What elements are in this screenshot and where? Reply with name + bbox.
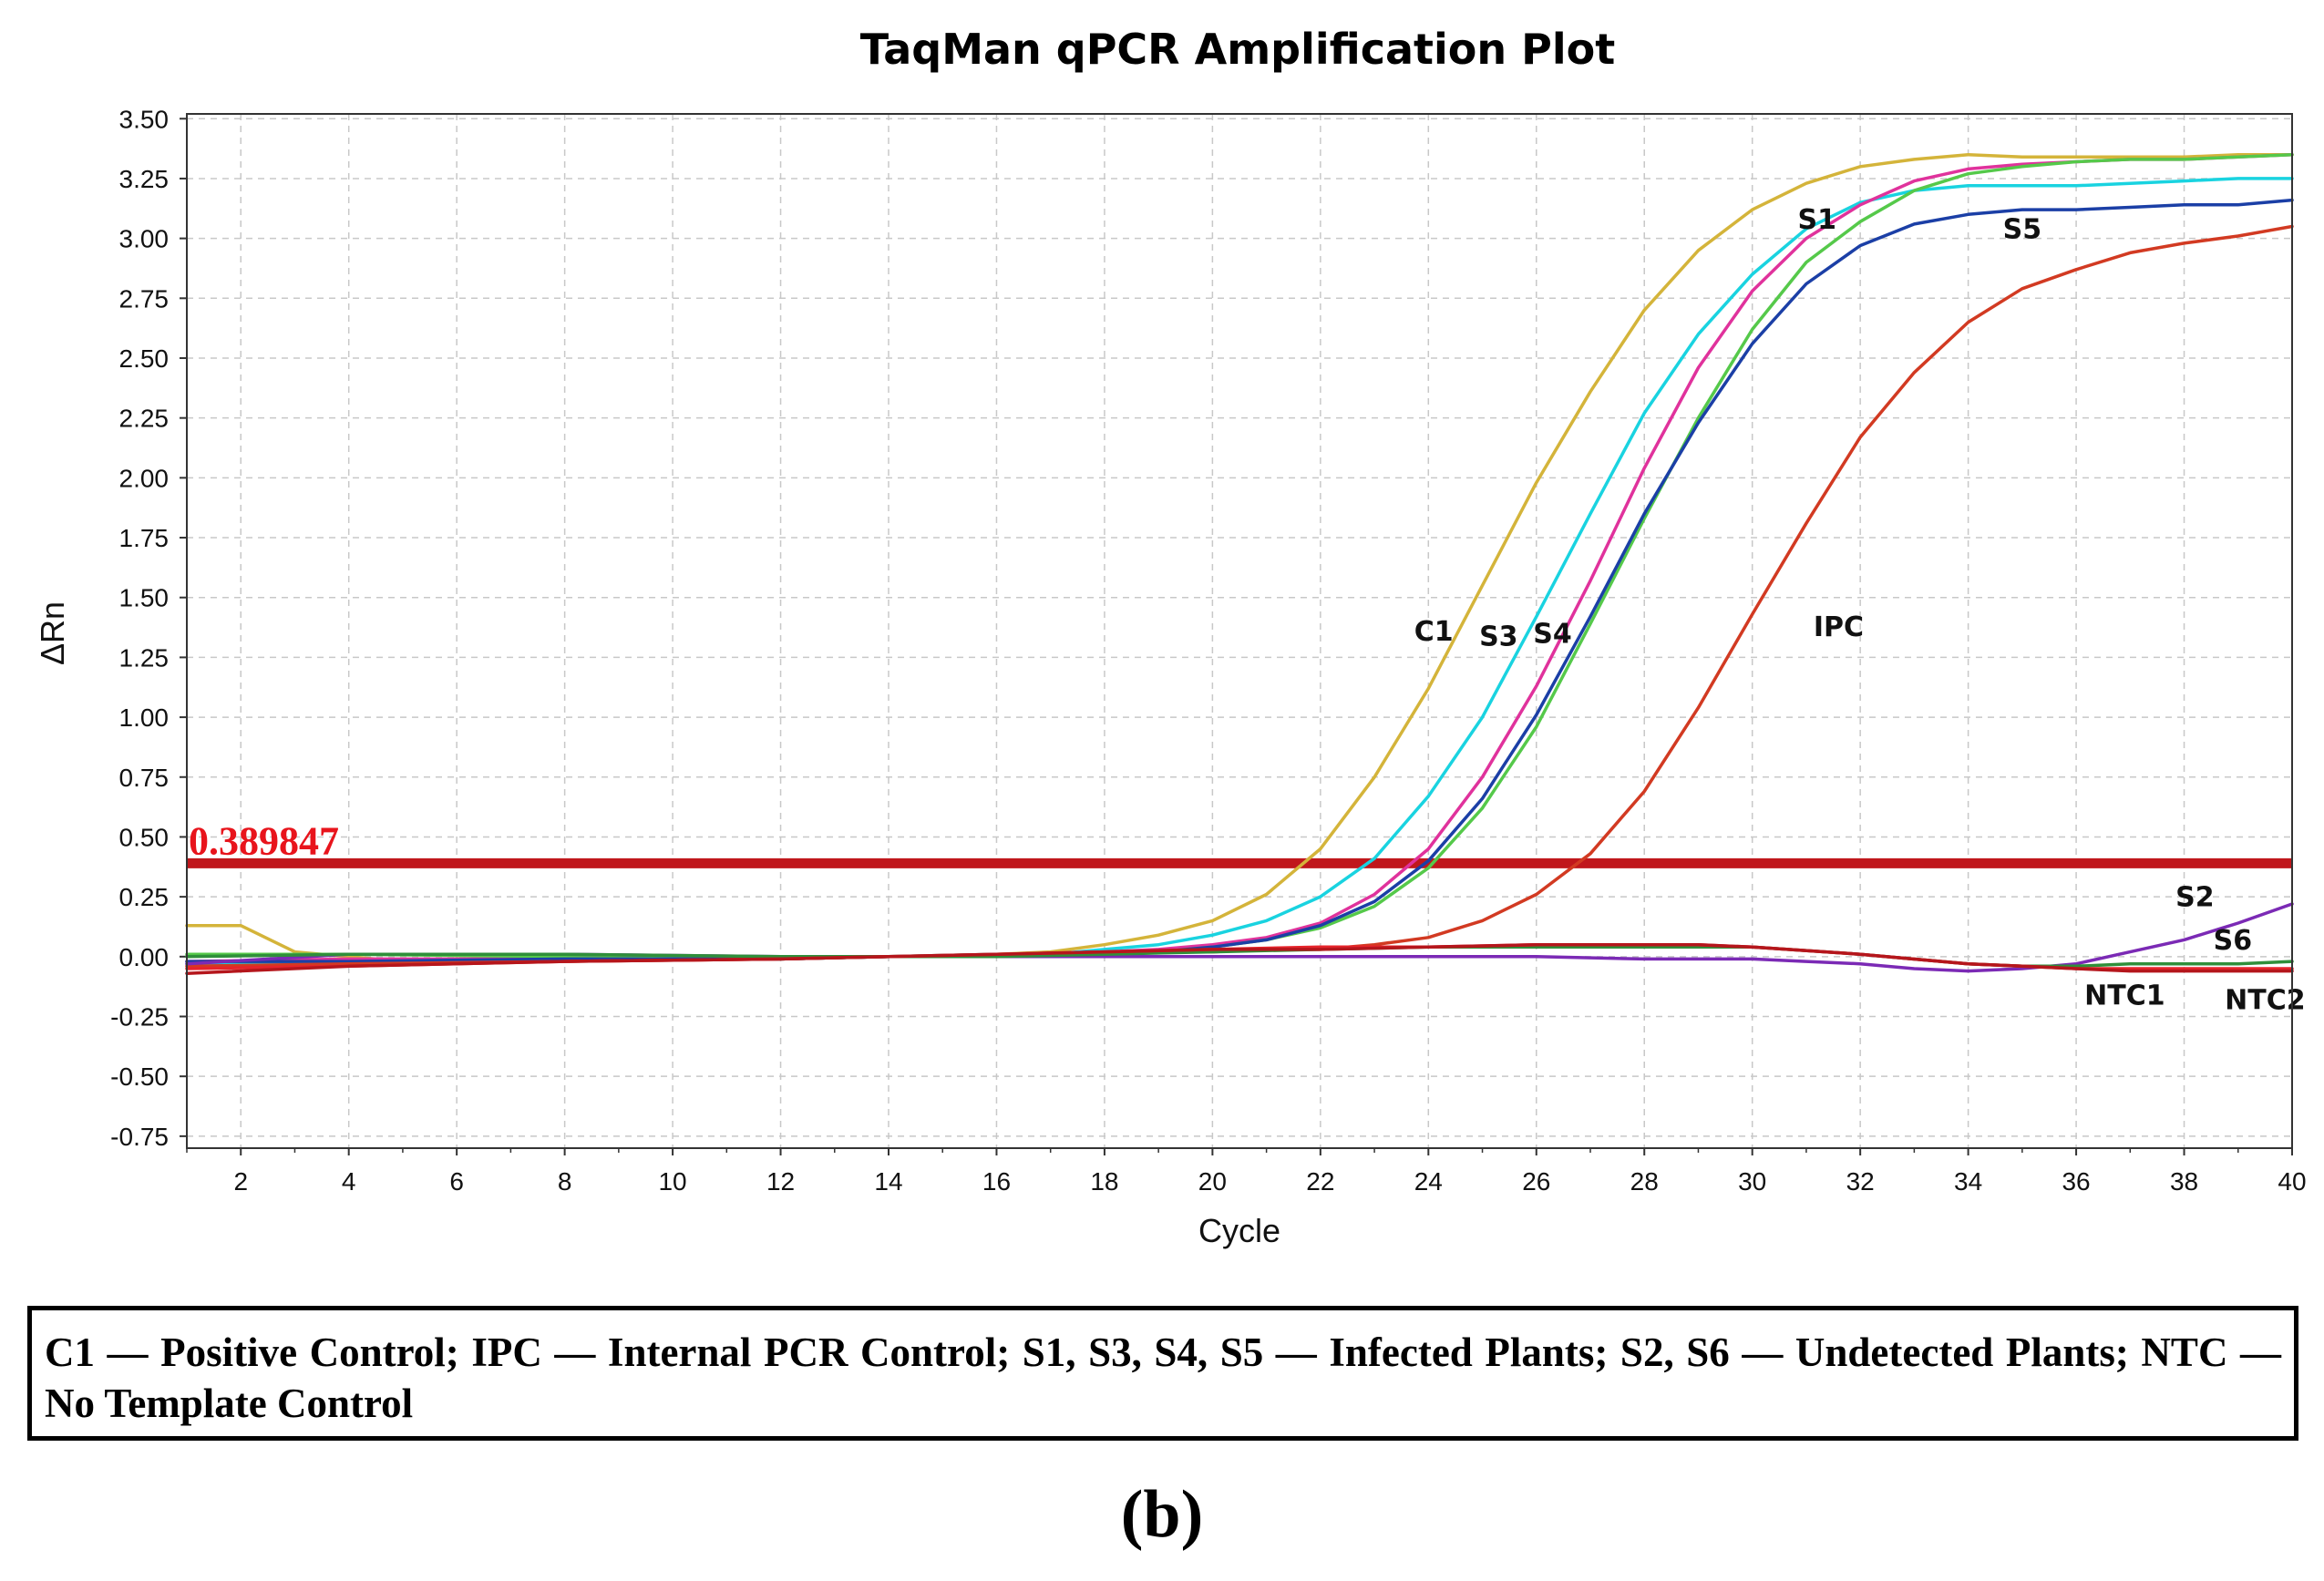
label-s1: S1 <box>1798 204 1836 236</box>
x-tick-label: 18 <box>1090 1167 1118 1196</box>
series-line-c1 <box>185 152 2294 963</box>
x-tick-label: 6 <box>449 1167 464 1196</box>
x-axis-label: Cycle <box>1198 1212 1280 1249</box>
y-tick-label: 0.75 <box>119 764 170 792</box>
x-tick-label: 14 <box>874 1167 902 1196</box>
x-tick-label: 38 <box>2170 1167 2198 1196</box>
y-tick-label: -0.25 <box>110 1002 169 1031</box>
series-line-s3 <box>185 177 2294 966</box>
threshold-label: 0.389847 <box>189 818 339 863</box>
x-tick-label: 16 <box>982 1167 1011 1196</box>
y-axis-ticks: 3.50 3.25 3.00 2.75 2.50 2.25 2.00 1.75 1.50 1.25… <box>110 105 187 1151</box>
x-tick-label: 12 <box>766 1167 795 1196</box>
series-line-s5 <box>185 198 2294 963</box>
x-tick-label: 2 <box>233 1167 248 1196</box>
y-tick-label: 3.50 <box>119 105 170 133</box>
label-ipc: IPC <box>1814 611 1864 643</box>
caption-text: C1 — Positive Control; IPC — Internal PC… <box>45 1329 2281 1426</box>
y-tick-label: 0.00 <box>119 943 170 971</box>
x-tick-label: 40 <box>2278 1167 2306 1196</box>
series-line-s4 <box>185 152 2294 963</box>
x-tick-label: 4 <box>342 1167 356 1196</box>
plot-frame <box>186 113 2293 1149</box>
x-tick-label: 28 <box>1630 1167 1659 1196</box>
x-tick-label: 8 <box>558 1167 572 1196</box>
threshold-group: 0.389847 <box>187 818 2292 868</box>
label-s2: S2 <box>2175 882 2214 914</box>
x-tick-label: 32 <box>1846 1167 1875 1196</box>
label-s4: S4 <box>1533 619 1571 651</box>
y-tick-label: 2.25 <box>119 405 170 433</box>
y-tick-label: 3.25 <box>119 165 170 193</box>
label-s5: S5 <box>2003 214 2041 246</box>
series-lines <box>185 152 2294 975</box>
y-tick-label: 2.50 <box>119 344 170 373</box>
series-line-s1 <box>185 152 2294 961</box>
x-tick-label: 36 <box>2062 1167 2090 1196</box>
label-s3: S3 <box>1479 621 1517 652</box>
y-tick-label: -0.75 <box>110 1123 169 1151</box>
label-s6: S6 <box>2214 925 2252 957</box>
chart-title: TaqMan qPCR Amplification Plot <box>860 25 1615 74</box>
amplification-plot: TaqMan qPCR Amplification Plot 3.503.253… <box>34 25 2307 1249</box>
y-tick-label: 2.00 <box>119 464 170 492</box>
x-tick-label: 30 <box>1738 1167 1766 1196</box>
x-tick-label: 22 <box>1306 1167 1334 1196</box>
y-tick-label: 1.25 <box>119 643 170 672</box>
label-ntc2: NTC2 <box>2225 985 2305 1017</box>
label-c1: C1 <box>1414 616 1454 648</box>
y-tick-label: -0.50 <box>110 1063 169 1091</box>
label-ntc1: NTC1 <box>2084 980 2165 1011</box>
x-tick-label: 10 <box>658 1167 686 1196</box>
series-line-ipc <box>185 224 2294 969</box>
y-tick-label: 1.00 <box>119 703 170 732</box>
y-axis-label: ΔRn <box>34 601 71 665</box>
y-tick-label: 3.00 <box>119 225 170 253</box>
y-tick-label: 2.75 <box>119 284 170 313</box>
x-tick-label: 34 <box>1954 1167 1982 1196</box>
x-axis-ticks: 2 4 6 8 10 12 14 16 18 20 22 24 26 28 30 32 34 36 38 40 <box>186 1148 2307 1196</box>
grid <box>187 114 2293 1148</box>
series-line-ntc2 <box>185 942 2294 975</box>
y-tick-label: 0.25 <box>119 883 170 911</box>
x-tick-label: 20 <box>1198 1167 1227 1196</box>
panel-label: (b) <box>1120 1477 1204 1552</box>
y-tick-label: 1.75 <box>119 524 170 552</box>
caption-box: C1 — Positive Control; IPC — Internal PC… <box>27 1306 2298 1441</box>
x-tick-label: 26 <box>1522 1167 1550 1196</box>
x-tick-label: 24 <box>1414 1167 1443 1196</box>
y-tick-label: 0.50 <box>119 823 170 851</box>
y-tick-label: 1.50 <box>119 584 170 612</box>
